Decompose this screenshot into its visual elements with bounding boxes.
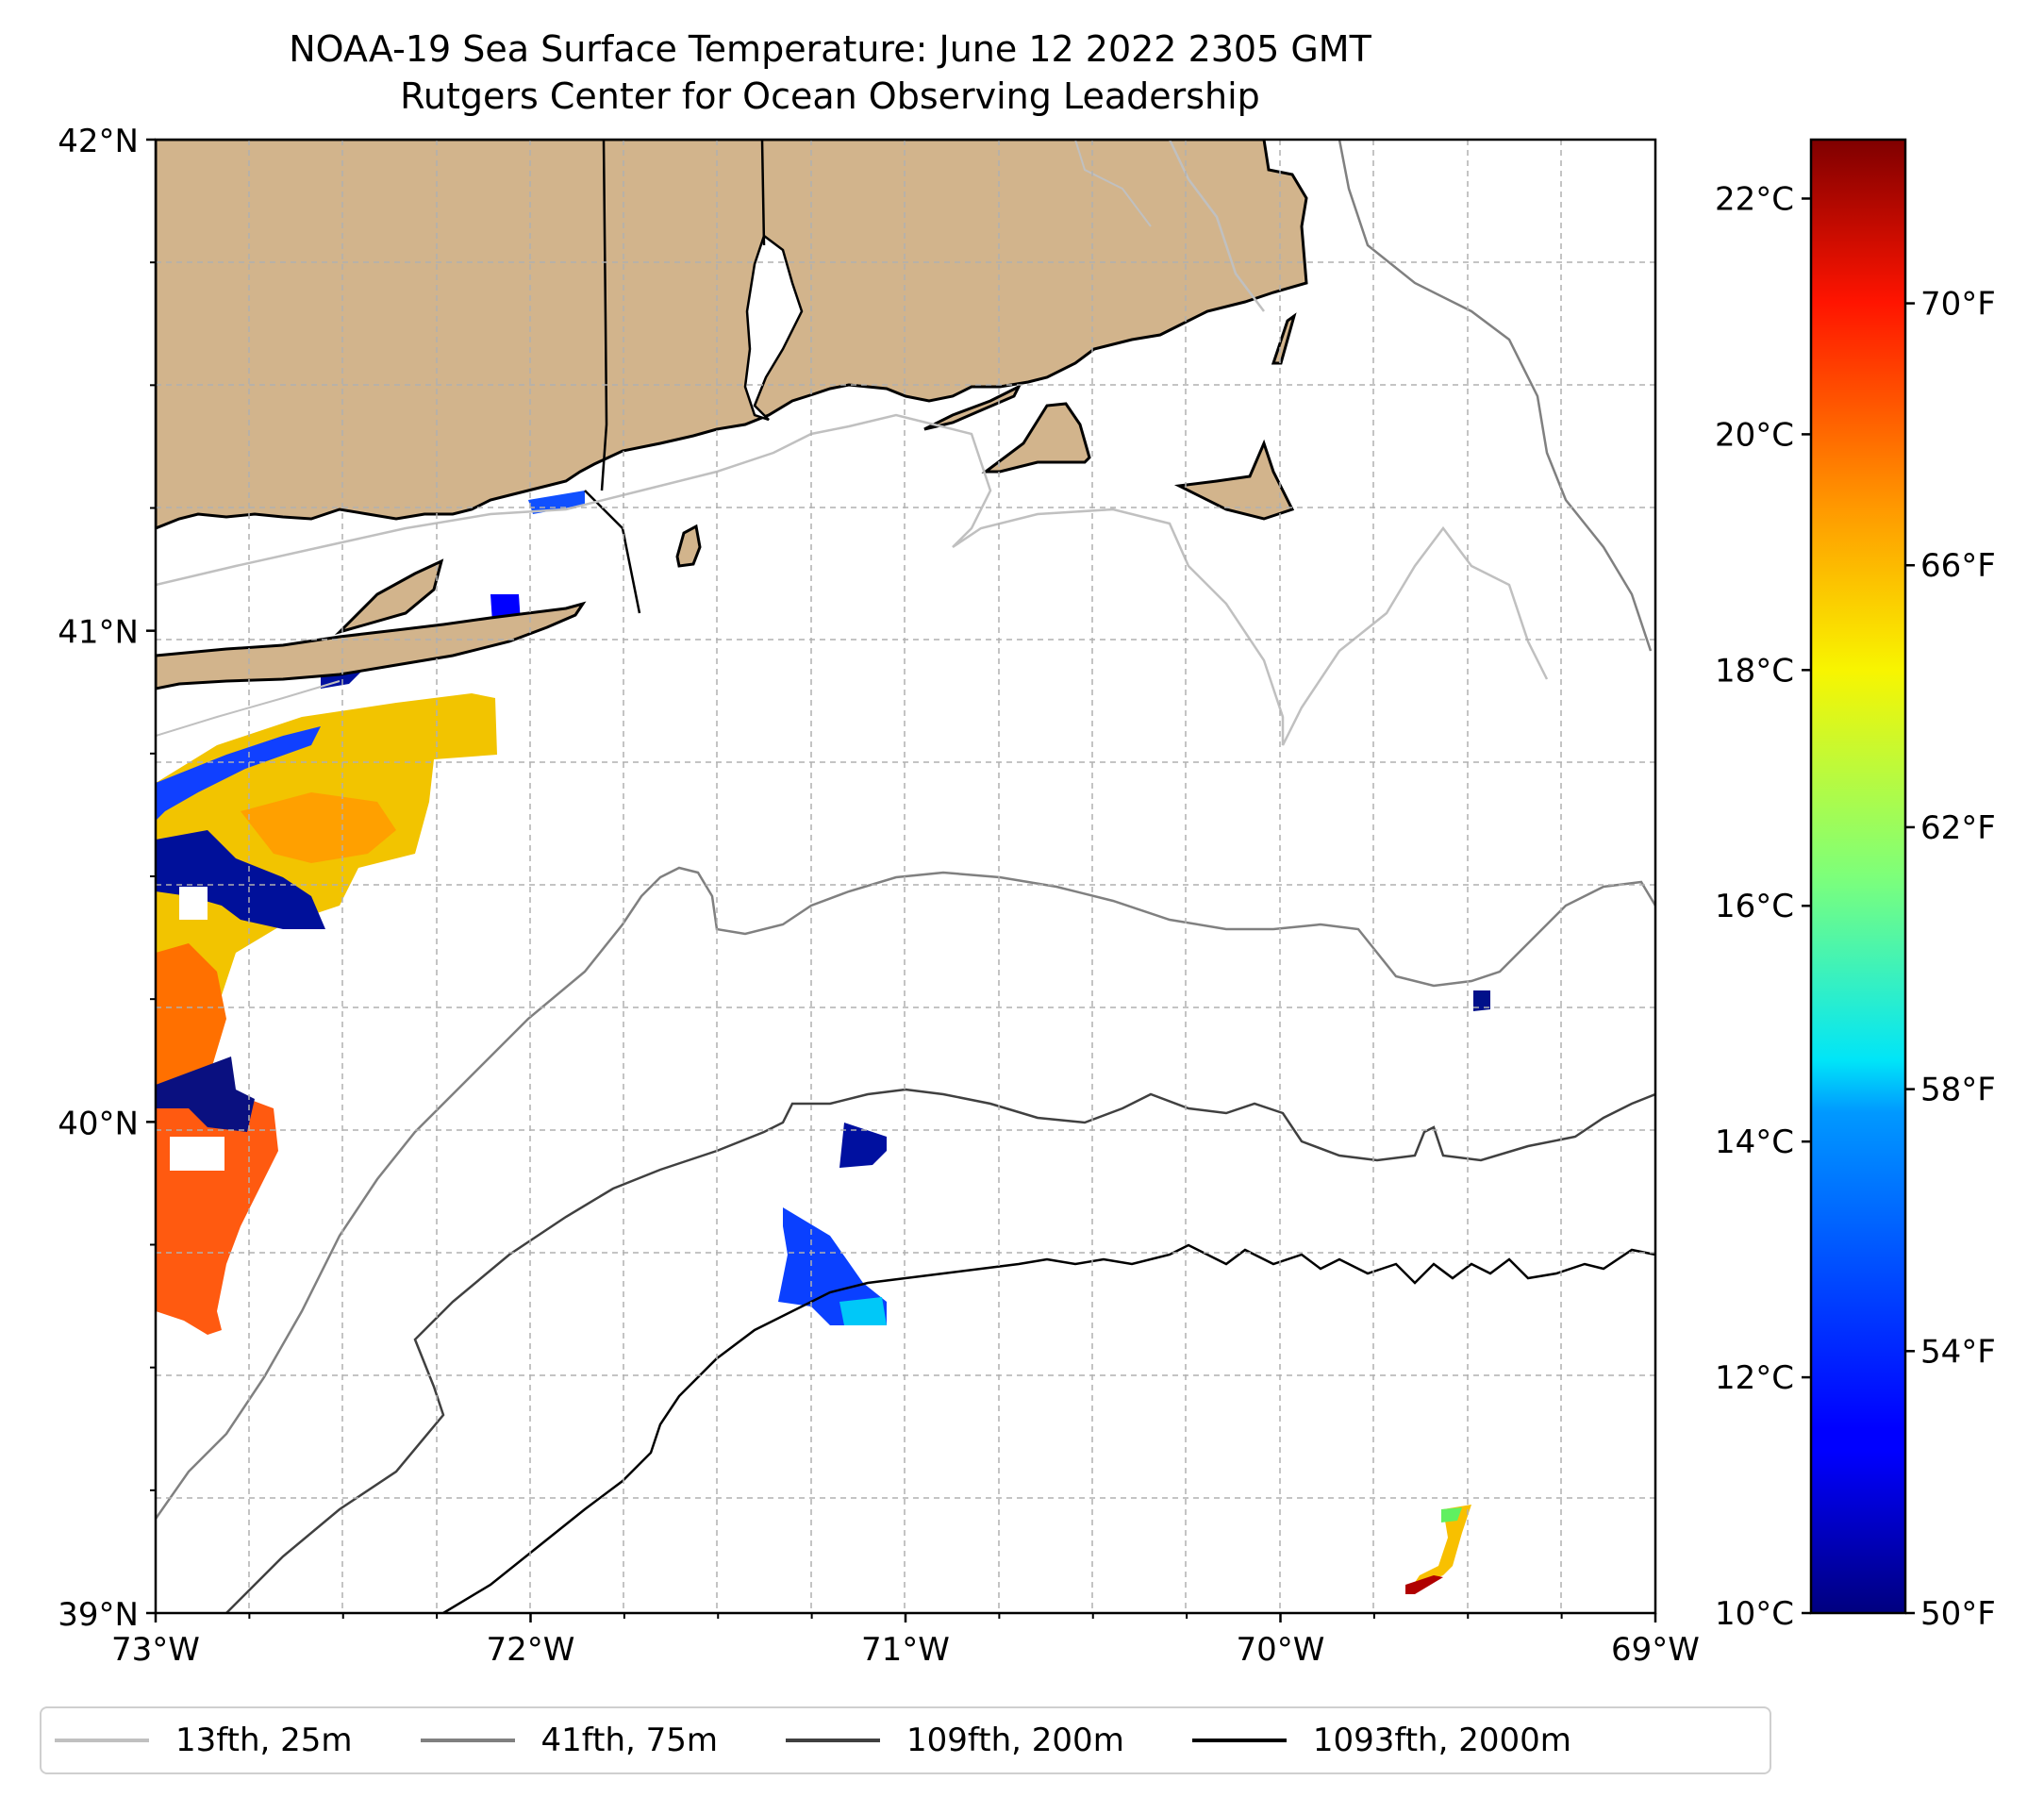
lon-label: 72°W	[487, 1631, 575, 1669]
colorbar-celsius-axis: 22°C 20°C 18°C 16°C 14°C 12°C 10°C	[1715, 180, 1811, 1633]
state-boundary-ct-ri	[760, 140, 766, 246]
legend-item-75m: 41fth, 75m	[420, 1722, 719, 1759]
colorbar: 22°C 20°C 18°C 16°C 14°C 12°C 10°C 70°F 66°F 62°…	[1715, 138, 1996, 1633]
map-panel	[154, 138, 1657, 1615]
colorbar-celsius-label: 20°C	[1715, 416, 1794, 454]
sst-patch-se-cool	[1441, 1507, 1462, 1522]
longitude-axis: 73°W 72°W 71°W 70°W 69°W	[111, 1613, 1700, 1669]
colorbar-fahrenheit-label: 50°F	[1920, 1595, 1996, 1633]
sst-patch-offshore-4	[1473, 990, 1490, 1011]
colorbar-celsius-label: 14°C	[1715, 1123, 1794, 1161]
lon-label: 70°W	[1237, 1631, 1325, 1669]
sst-patch-south	[156, 943, 226, 1085]
contour-75m	[156, 140, 1655, 1520]
chart-title-line2: Rutgers Center for Ocean Observing Leade…	[400, 75, 1260, 117]
colorbar-celsius-label: 10°C	[1715, 1595, 1794, 1633]
contour-25m	[156, 140, 1549, 746]
land-layer	[156, 140, 1308, 691]
state-line-offshore	[584, 490, 641, 614]
lat-label: 41°N	[58, 614, 139, 652]
sst-patch-offshore-3	[839, 1297, 887, 1325]
sst-cold-band-a	[156, 726, 321, 821]
legend-item-25m: 13fth, 25m	[55, 1722, 353, 1759]
colorbar-fahrenheit-label: 58°F	[1920, 1072, 1996, 1109]
sst-patch-se	[1410, 1505, 1471, 1589]
contour-2000m	[442, 1243, 1655, 1613]
lon-label: 69°W	[1611, 1631, 1700, 1669]
land-elizabeth-islands	[923, 383, 1022, 431]
chart-title-line1: NOAA-19 Sea Surface Temperature: June 12…	[289, 28, 1371, 70]
legend-line-200m	[786, 1739, 881, 1742]
land-long-island-north-fork	[334, 558, 444, 636]
legend-label-25m: 13fth, 25m	[175, 1722, 353, 1759]
legend-item-2000m: 1093fth, 2000m	[1191, 1722, 1571, 1759]
colorbar-celsius-label: 12°C	[1715, 1359, 1794, 1397]
sst-patch-se-hot	[1405, 1575, 1443, 1594]
contour-25m-b	[156, 140, 1152, 737]
land-block-island	[675, 524, 702, 568]
sst-patch-offshore-2	[778, 1207, 887, 1325]
legend-label-75m: 41fth, 75m	[540, 1722, 719, 1759]
legend-line-25m	[55, 1739, 149, 1742]
lon-label: 71°W	[861, 1631, 950, 1669]
legend-label-200m: 109fth, 200m	[906, 1722, 1124, 1759]
lon-label: 73°W	[111, 1631, 200, 1669]
legend-line-2000m	[1191, 1739, 1287, 1742]
sst-cold-band-b	[156, 830, 325, 929]
lat-label: 40°N	[58, 1105, 139, 1142]
colorbar-celsius-label: 16°C	[1715, 888, 1794, 925]
sst-gap-1	[179, 887, 208, 920]
colorbar-celsius-label: 22°C	[1715, 180, 1794, 218]
latitude-axis: 42°N 41°N 40°N 39°N	[58, 123, 156, 1634]
gridlines	[156, 140, 1655, 1613]
state-boundary-ny-ct	[600, 140, 608, 491]
colorbar-fahrenheit-label: 54°F	[1920, 1333, 1996, 1371]
narragansett-bay	[743, 233, 804, 422]
colorbar-celsius-label: 18°C	[1715, 652, 1794, 690]
sst-cold-patch-south	[156, 1057, 255, 1132]
sst-patch-nj-shelf	[156, 693, 497, 1085]
colorbar-frame	[1809, 138, 1907, 1615]
legend-item-200m: 109fth, 200m	[786, 1722, 1124, 1759]
colorbar-gradient	[1811, 140, 1905, 1613]
lat-label: 42°N	[58, 123, 139, 160]
land-nantucket	[1173, 439, 1295, 521]
colorbar-fahrenheit-label: 66°F	[1920, 547, 1996, 585]
land-cape-cod-sliver	[1271, 312, 1297, 365]
colorbar-fahrenheit-label: 62°F	[1920, 809, 1996, 847]
legend-line-75m	[420, 1739, 515, 1742]
sst-warm-area-a	[241, 792, 396, 863]
contour-legend: 13fth, 25m 41fth, 75m 109fth, 200m 1093f…	[40, 1706, 1771, 1774]
sst-gap-2	[170, 1137, 224, 1171]
bathymetry-contours	[156, 140, 1655, 1613]
contour-200m	[225, 1088, 1655, 1613]
land-new-england	[156, 140, 1308, 530]
lat-label: 39°N	[58, 1596, 139, 1634]
colorbar-fahrenheit-label: 70°F	[1920, 286, 1996, 324]
sst-data-layer	[156, 491, 1490, 1594]
sst-patch-offshore-1	[839, 1123, 887, 1168]
land-long-island	[156, 601, 587, 691]
land-marthas-vineyard	[981, 402, 1091, 474]
legend-label-2000m: 1093fth, 2000m	[1312, 1722, 1571, 1759]
colorbar-fahrenheit-axis: 70°F 66°F 62°F 58°F 54°F 50°F	[1905, 286, 1996, 1633]
